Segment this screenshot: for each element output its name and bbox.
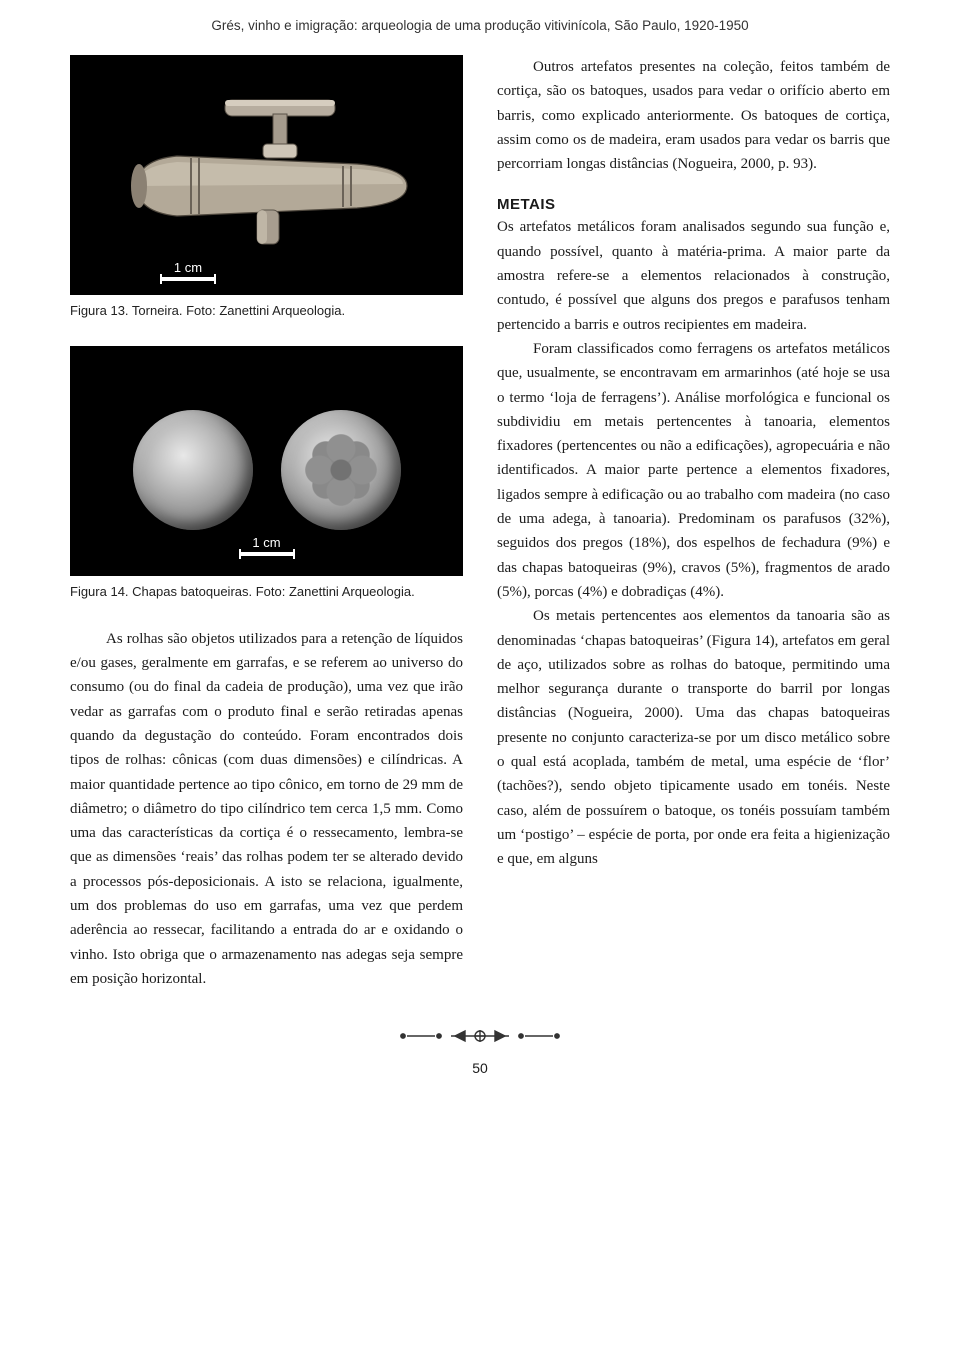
scale-label: 1 cm <box>252 535 280 550</box>
spigot-icon <box>107 90 427 260</box>
scale-bar: 1 cm <box>239 535 295 556</box>
scale-line-icon <box>160 277 216 281</box>
running-head: Grés, vinho e imigração: arqueologia de … <box>70 18 890 33</box>
ornament-icon <box>395 1027 565 1050</box>
page-footer: 50 <box>70 1027 890 1076</box>
page-number: 50 <box>70 1060 890 1076</box>
right-paragraph-2: Os artefatos metálicos foram analisados … <box>497 215 890 336</box>
section-heading-metais: METAIS <box>497 196 890 213</box>
figure-13-caption: Figura 13. Torneira. Foto: Zanettini Arq… <box>70 303 463 320</box>
right-column: Outros artefatos presentes na coleção, f… <box>497 55 890 991</box>
right-paragraph-1: Outros artefatos presentes na coleção, f… <box>497 55 890 176</box>
figure-14: 1 cm <box>70 346 463 576</box>
scale-label: 1 cm <box>174 260 202 275</box>
figure-14-image: 1 cm <box>70 346 463 576</box>
disks-row <box>133 410 401 530</box>
disk-plain-icon <box>133 410 253 530</box>
two-column-layout: 1 cm Figura 13. Torneira. Foto: Zanettin… <box>70 55 890 991</box>
disk-flower-icon <box>281 410 401 530</box>
scale-bar: 1 cm <box>160 260 216 281</box>
figure-13: 1 cm <box>70 55 463 295</box>
scale-line-icon <box>239 552 295 556</box>
left-paragraph-1: As rolhas são objetos utilizados para a … <box>70 627 463 991</box>
right-paragraph-4: Os metais pertencentes aos elementos da … <box>497 604 890 871</box>
left-column: 1 cm Figura 13. Torneira. Foto: Zanettin… <box>70 55 463 991</box>
figure-14-caption: Figura 14. Chapas batoqueiras. Foto: Zan… <box>70 584 463 601</box>
figure-13-image: 1 cm <box>70 55 463 295</box>
right-paragraph-3: Foram classificados como ferragens os ar… <box>497 337 890 604</box>
